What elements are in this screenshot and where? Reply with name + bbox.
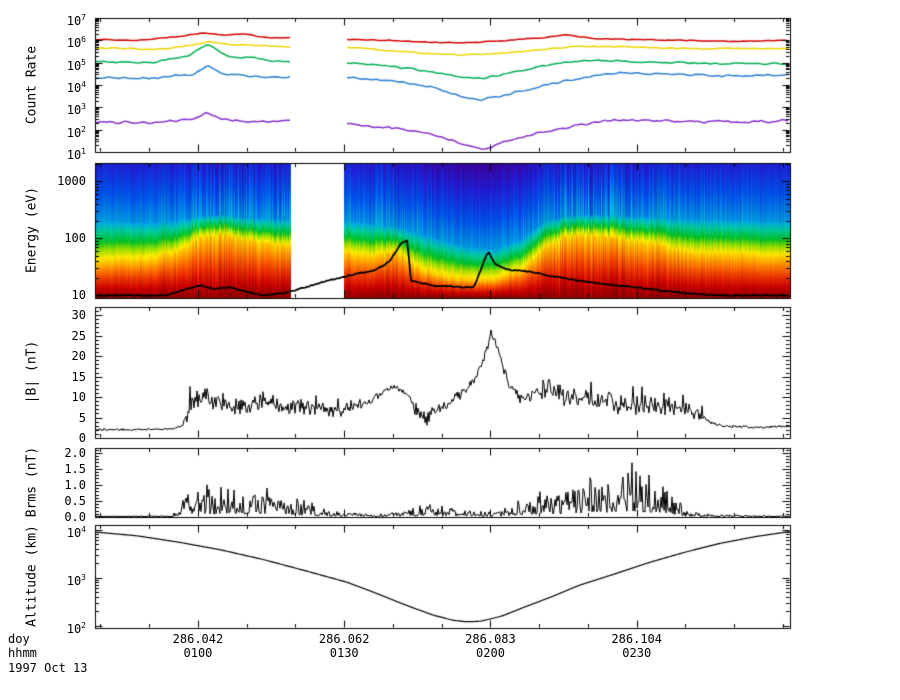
date-caption: 1997 Oct 13 [8,661,88,675]
energy-axis-title: Energy (eV) [24,186,40,274]
count-rate-axis-title: Count Rate [24,45,40,125]
hhmm-axis-caption: hhmm [8,646,37,660]
doy-axis-caption: doy [8,632,30,646]
b-magnitude-axis-title: |B| (nT) [24,340,40,404]
brms-axis-title: Brms (nT) [24,446,40,518]
altitude-axis-title: Altitude (km) [24,525,40,627]
